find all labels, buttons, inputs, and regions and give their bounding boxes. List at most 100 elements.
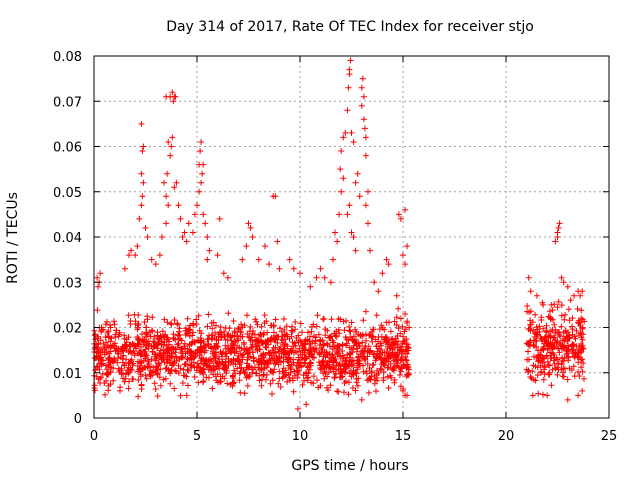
data-point (168, 320, 174, 327)
data-point (225, 331, 232, 337)
data-point (558, 345, 565, 352)
data-point (385, 261, 392, 268)
data-point (149, 328, 156, 335)
data-point (565, 357, 572, 364)
data-point (360, 93, 367, 100)
data-point (136, 366, 143, 373)
data-point (545, 361, 552, 368)
data-point (97, 355, 104, 362)
data-point (218, 331, 225, 338)
data-point (310, 354, 317, 361)
data-point (173, 346, 179, 353)
data-point (191, 211, 198, 218)
data-point (185, 327, 192, 334)
data-point (132, 252, 139, 259)
data-point (295, 367, 302, 374)
data-point (149, 372, 156, 379)
data-point (159, 328, 166, 335)
data-point (290, 388, 297, 395)
data-point (527, 337, 534, 344)
y-tick-label: 0.08 (53, 50, 82, 65)
data-point (173, 179, 180, 186)
data-point (171, 184, 178, 191)
x-tick-label: 5 (193, 429, 201, 444)
data-point (252, 316, 259, 323)
data-point (295, 371, 302, 378)
data-point (356, 193, 363, 200)
data-point (188, 341, 195, 347)
data-point (301, 344, 308, 351)
data-point (400, 387, 406, 394)
data-point (358, 348, 365, 355)
data-point (550, 343, 557, 350)
data-point (127, 341, 134, 348)
data-point (365, 389, 372, 396)
data-point (321, 341, 327, 348)
data-point (378, 366, 385, 373)
data-point (221, 333, 228, 340)
data-point (304, 363, 311, 370)
data-point (530, 362, 537, 369)
data-point (174, 321, 181, 328)
data-point (362, 152, 369, 159)
data-point (204, 362, 211, 369)
data-point (246, 373, 253, 380)
data-point (143, 324, 150, 331)
data-point (297, 270, 303, 277)
data-point (208, 344, 215, 351)
data-point (275, 358, 282, 364)
data-point (209, 325, 216, 332)
data-point (569, 331, 576, 338)
data-point (344, 211, 351, 218)
data-point (125, 360, 132, 366)
data-point (275, 333, 282, 340)
data-point (286, 374, 293, 381)
data-point (549, 366, 556, 373)
data-point (316, 349, 323, 356)
data-point (286, 256, 293, 263)
data-point (194, 347, 201, 354)
data-point (204, 256, 211, 263)
data-point (177, 392, 184, 399)
data-point (257, 346, 263, 353)
data-point (365, 348, 372, 354)
data-point (230, 356, 237, 363)
data-point (561, 316, 568, 323)
data-point (94, 346, 101, 353)
data-point (169, 362, 176, 369)
data-point (527, 321, 534, 328)
data-point (393, 353, 399, 360)
data-point (370, 326, 377, 333)
data-point (362, 308, 369, 315)
data-point (339, 342, 346, 348)
data-point (230, 339, 237, 346)
data-point (570, 341, 576, 348)
data-point (317, 382, 324, 389)
data-point (388, 374, 395, 381)
data-point (340, 318, 347, 325)
data-point (366, 365, 373, 371)
data-point (138, 359, 145, 365)
data-point (256, 372, 263, 379)
data-point (144, 332, 151, 338)
data-point (292, 326, 298, 333)
data-point (170, 361, 177, 368)
data-point (384, 365, 391, 371)
data-point (347, 334, 354, 341)
data-point (530, 341, 537, 348)
data-point (526, 325, 533, 332)
data-point (204, 340, 211, 347)
data-point (139, 337, 146, 344)
data-point (217, 379, 223, 386)
data-point (247, 224, 254, 231)
data-point (222, 358, 229, 365)
data-point (533, 324, 540, 330)
data-point (152, 351, 159, 358)
data-point (235, 358, 242, 365)
data-point (171, 317, 178, 323)
data-point (329, 337, 336, 344)
data-point (122, 341, 129, 348)
data-point (153, 355, 160, 362)
data-point (330, 256, 336, 263)
data-point (384, 373, 391, 380)
